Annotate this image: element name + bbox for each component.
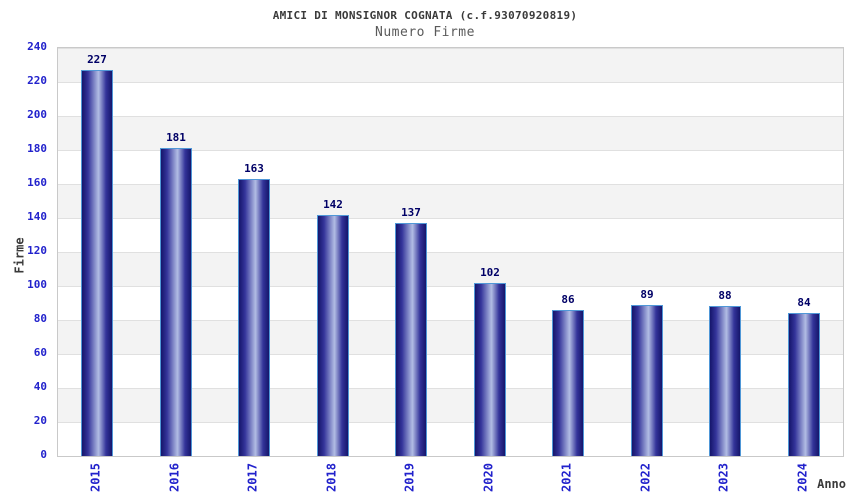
y-tick-label: 220	[27, 74, 47, 87]
y-tick-label: 60	[33, 346, 47, 359]
x-tick-label: 2015	[88, 463, 103, 492]
y-tick-label: 180	[27, 142, 47, 155]
bar-value-label: 86	[561, 293, 575, 306]
bar-2016	[160, 148, 192, 456]
bar-value-label: 227	[87, 53, 107, 66]
x-tick-label: 2016	[167, 463, 182, 492]
y-tick-label: 20	[33, 414, 47, 427]
chart-title: AMICI DI MONSIGNOR COGNATA (c.f.93070920…	[272, 9, 578, 22]
bar-2021	[552, 310, 584, 456]
bar-2017	[238, 179, 270, 456]
bar-value-label: 102	[480, 266, 500, 279]
x-tick-label: 2019	[402, 463, 417, 492]
bar-value-label: 163	[244, 162, 264, 175]
x-tick-label: 2023	[716, 463, 731, 492]
bar-value-label: 137	[401, 206, 421, 219]
bar-value-label: 84	[797, 296, 811, 309]
y-tick-label: 140	[27, 210, 47, 223]
x-tick-label: 2024	[795, 463, 810, 492]
bar-value-label: 181	[166, 131, 186, 144]
x-tick-label: 2022	[638, 463, 653, 492]
x-tick-label: 2017	[245, 463, 260, 492]
bar-2023	[709, 306, 741, 456]
bar-2019	[395, 223, 427, 456]
y-tick-label: 160	[27, 176, 47, 189]
x-tick-label: 2021	[559, 463, 574, 492]
chart-subtitle: Numero Firme	[375, 25, 475, 40]
y-tick-label: 80	[33, 312, 47, 325]
bar-2022	[631, 305, 663, 456]
y-tick-label: 40	[33, 380, 47, 393]
bar-2015	[81, 70, 113, 456]
y-tick-label: 100	[27, 278, 47, 291]
bar-value-label: 142	[323, 198, 343, 211]
y-tick-label: 200	[27, 108, 47, 121]
x-tick-label: 2018	[324, 463, 339, 492]
x-axis-title: Anno	[817, 477, 846, 491]
y-tick-label: 120	[27, 244, 47, 257]
plot-area: 227 181 163 142 137 102 86 89 88 84	[57, 47, 844, 457]
bar-value-label: 89	[640, 288, 654, 301]
bar-2018	[317, 215, 349, 456]
bar-value-label: 88	[718, 289, 732, 302]
y-tick-label: 240	[27, 40, 47, 53]
bar-2020	[474, 283, 506, 456]
bar-2024	[788, 313, 820, 456]
y-tick-label: 0	[40, 448, 47, 461]
x-tick-label: 2020	[481, 463, 496, 492]
